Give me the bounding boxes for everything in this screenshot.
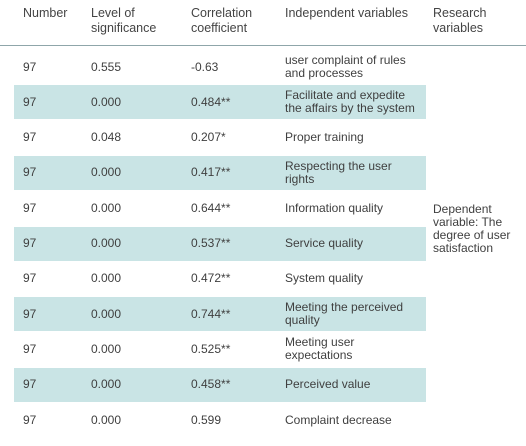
row-independent-variable: Perceived value [285, 377, 371, 392]
row-significance: 0.000 [91, 377, 122, 392]
row-significance: 0.000 [91, 271, 122, 286]
row-correlation: 0.472** [191, 271, 231, 286]
table-row: 97 0.000 0.472** System quality [14, 262, 426, 296]
row-number: 97 [23, 59, 37, 74]
row-correlation: 0.644** [191, 200, 231, 215]
row-independent-variable: Complaint decrease [285, 412, 392, 427]
row-correlation: 0.484** [191, 94, 231, 109]
row-number: 97 [23, 236, 37, 250]
row-number: 97 [23, 377, 37, 392]
row-correlation: 0.207* [191, 130, 226, 145]
row-number: 97 [23, 94, 37, 109]
row-significance: 0.000 [91, 200, 122, 215]
row-independent-variable: System quality [285, 271, 364, 286]
table-row: 97 0.000 0.599 Complaint decrease [14, 403, 426, 437]
row-independent-variable: Proper training [285, 130, 364, 145]
table-row: 97 0.000 0.484** Facilitate and expedite th… [14, 85, 426, 120]
row-independent-variable: Service quality [285, 236, 364, 250]
table-row: 97 0.000 0.417** Respecting the user rights [14, 155, 426, 190]
research-variable-cell: Dependent variable: The degree of user s… [433, 202, 511, 255]
table-row: 97 0.000 0.458** Perceived value [14, 367, 426, 402]
table-header: Number Level of significance Correlation… [0, 0, 526, 46]
row-number: 97 [23, 200, 37, 215]
table-row: 97 0.048 0.207* Proper training [14, 121, 426, 155]
header-number: Number [23, 6, 68, 20]
row-independent-variable: Information quality [285, 200, 384, 215]
header-correlation: Correlation coefficient [191, 6, 253, 35]
header-research: Research variables [433, 6, 487, 35]
row-significance: 0.000 [91, 306, 122, 321]
header-independent: Independent variables [285, 6, 409, 20]
row-correlation: 0.458** [191, 377, 231, 392]
header-significance: Level of significance [91, 6, 157, 35]
row-significance: 0.000 [91, 94, 122, 109]
row-correlation: -0.63 [191, 59, 219, 74]
row-number: 97 [23, 271, 37, 286]
row-significance: 0.000 [91, 341, 122, 356]
table-row: 97 0.000 0.644** Information quality [14, 191, 426, 225]
table-row: 97 0.000 0.525** Meeting user expectations [14, 332, 426, 366]
row-significance: 0.000 [91, 412, 122, 427]
row-correlation: 0.537** [191, 236, 231, 250]
row-independent-variable: Facilitate and expedite the affairs by t… [285, 88, 415, 116]
row-correlation: 0.417** [191, 165, 231, 180]
row-number: 97 [23, 306, 37, 321]
row-number: 97 [23, 130, 37, 145]
table-row: 97 0.000 0.537** Service quality [14, 226, 426, 261]
row-number: 97 [23, 412, 37, 427]
row-significance: 0.048 [91, 130, 122, 145]
row-number: 97 [23, 341, 37, 356]
row-significance: 0.555 [91, 59, 122, 74]
row-independent-variable: Meeting the perceived quality [285, 300, 404, 328]
table-row: 97 0.000 0.744** Meeting the perceived qual… [14, 297, 426, 332]
row-correlation: 0.744** [191, 306, 231, 321]
row-independent-variable: Meeting user expectations [285, 335, 355, 363]
row-number: 97 [23, 165, 37, 180]
row-independent-variable: user complaint of rules and processes [285, 53, 406, 80]
row-significance: 0.000 [91, 165, 122, 180]
row-correlation: 0.525** [191, 341, 231, 356]
row-significance: 0.000 [91, 236, 122, 250]
row-independent-variable: Respecting the user rights [285, 158, 392, 186]
row-correlation: 0.599 [191, 412, 222, 427]
table-row: 97 0.555 -0.63 user complaint of rules and … [14, 50, 426, 84]
